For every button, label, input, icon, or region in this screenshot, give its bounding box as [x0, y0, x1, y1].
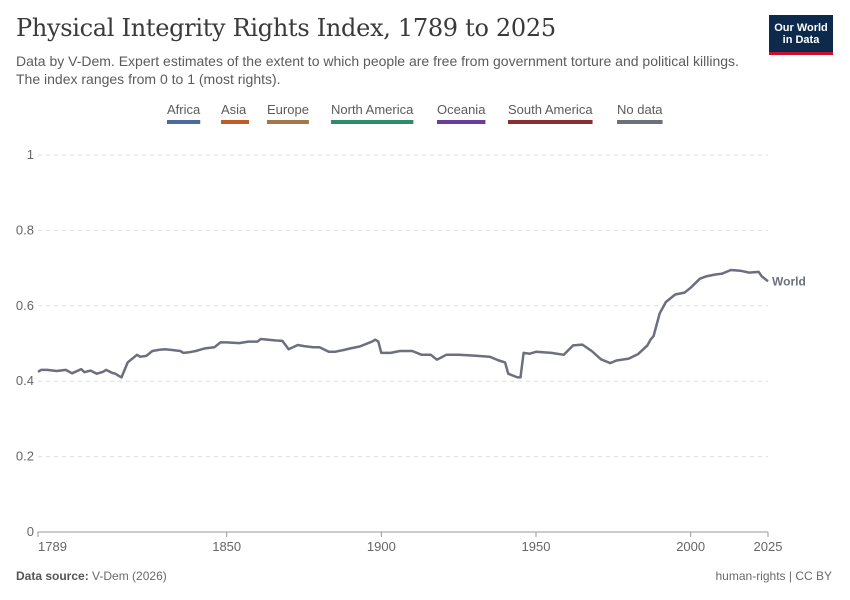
x-tick-label: 2025	[754, 539, 783, 554]
series-line-world[interactable]	[37, 268, 769, 379]
legend-swatch	[437, 120, 486, 124]
legend-swatch	[617, 120, 663, 124]
legend-swatch	[508, 120, 593, 124]
legend-swatch	[331, 120, 414, 124]
logo-line-2: in Data	[782, 33, 820, 46]
legend-label: South America	[508, 102, 593, 117]
x-tick-label: 1789	[38, 539, 67, 554]
x-tick-label: 2000	[676, 539, 705, 554]
data-source-label: Data source:	[16, 569, 89, 583]
x-axis: 1789 1850 1900 1950 2000 2025	[37, 532, 783, 554]
legend-label: Europe	[267, 102, 309, 117]
legend-label: No data	[617, 102, 663, 117]
legend-swatch	[267, 120, 309, 124]
legend-label: North America	[331, 102, 414, 117]
legend-label: Oceania	[437, 102, 486, 117]
legend-label: Africa	[167, 102, 201, 117]
y-tick-label: 0.4	[16, 373, 34, 388]
chart-subtitle: Data by V-Dem. Expert estimates of the e…	[16, 53, 739, 87]
x-tick-label: 1950	[522, 539, 551, 554]
chart-title: Physical Integrity Rights Index, 1789 to…	[16, 14, 556, 42]
owid-logo[interactable]: Our World in Data	[769, 15, 833, 55]
x-tick-label: 1850	[212, 539, 241, 554]
y-axis: 0 0.2 0.4 0.6 0.8 1	[16, 147, 34, 539]
series-label: World	[772, 274, 806, 288]
y-tick-label: 0.8	[16, 222, 34, 237]
x-tick-label: 1900	[367, 539, 396, 554]
legend-swatch	[167, 120, 201, 124]
chart-gridlines	[38, 154, 768, 533]
legend-label: Asia	[221, 102, 247, 117]
license-info[interactable]: human-rights | CC BY	[715, 569, 833, 583]
chart-legend: Africa Asia Europe North America Oceania Sout…	[167, 102, 663, 124]
y-tick-label: 0.6	[16, 298, 34, 313]
logo-line-1: Our World	[774, 21, 828, 34]
data-source-link[interactable]: V-Dem (2026)	[92, 569, 167, 583]
chart-series: World	[37, 268, 806, 379]
y-tick-label: 0.2	[16, 449, 34, 464]
y-tick-label: 1	[27, 147, 34, 162]
data-source: Data source: V-Dem (2026)	[16, 569, 167, 583]
y-tick-label: 0	[27, 524, 34, 539]
legend-swatch	[221, 120, 249, 124]
